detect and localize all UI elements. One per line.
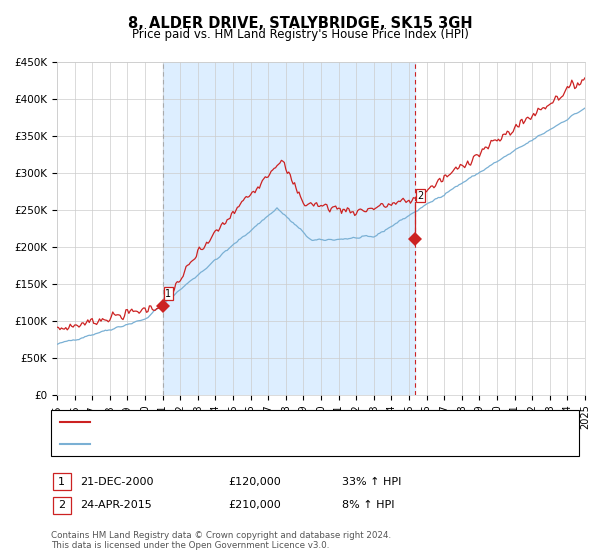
Text: 2: 2: [58, 500, 65, 510]
Text: 24-APR-2015: 24-APR-2015: [80, 500, 152, 510]
Text: 21-DEC-2000: 21-DEC-2000: [80, 477, 154, 487]
Text: 1: 1: [165, 288, 172, 298]
Text: £120,000: £120,000: [228, 477, 281, 487]
Text: £210,000: £210,000: [228, 500, 281, 510]
Text: 1: 1: [58, 477, 65, 487]
Text: 33% ↑ HPI: 33% ↑ HPI: [342, 477, 401, 487]
Text: 8, ALDER DRIVE, STALYBRIDGE, SK15 3GH: 8, ALDER DRIVE, STALYBRIDGE, SK15 3GH: [128, 16, 472, 31]
Bar: [163, 62, 415, 395]
Text: Contains HM Land Registry data © Crown copyright and database right 2024.
This d: Contains HM Land Registry data © Crown c…: [51, 531, 391, 550]
Text: 2: 2: [418, 191, 424, 201]
Text: 8% ↑ HPI: 8% ↑ HPI: [342, 500, 395, 510]
Text: Price paid vs. HM Land Registry's House Price Index (HPI): Price paid vs. HM Land Registry's House …: [131, 28, 469, 41]
Text: HPI: Average price, detached house, Tameside: HPI: Average price, detached house, Tame…: [95, 439, 337, 449]
Text: 8, ALDER DRIVE, STALYBRIDGE, SK15 3GH (detached house): 8, ALDER DRIVE, STALYBRIDGE, SK15 3GH (d…: [95, 417, 408, 427]
